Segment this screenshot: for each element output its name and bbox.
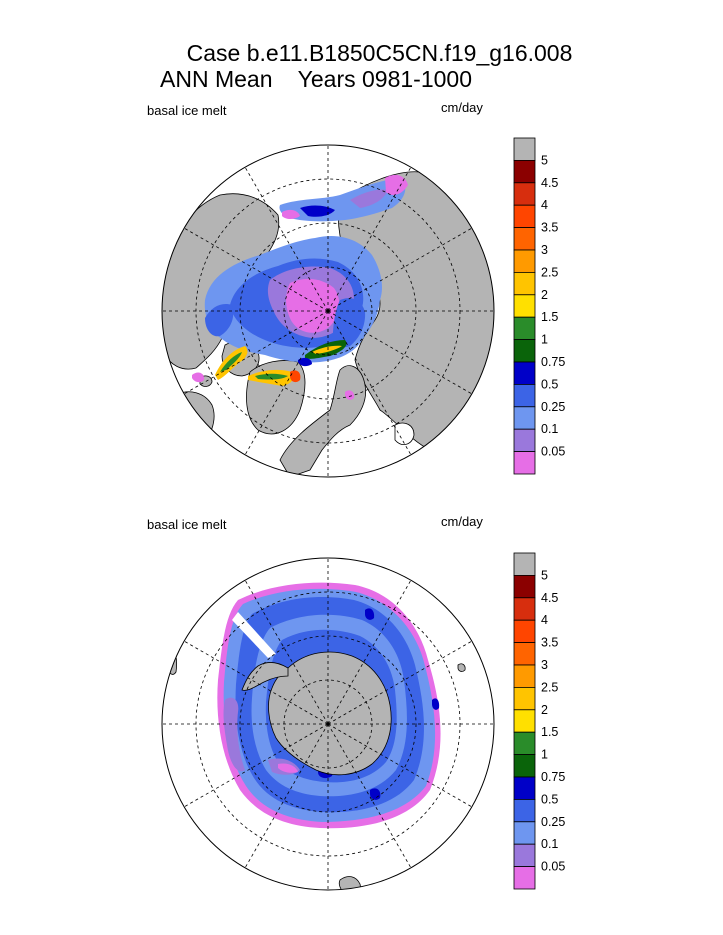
north-polar-map: [161, 144, 495, 478]
north-units-label: cm/day: [441, 100, 483, 115]
north-colorbar-swatch: [513, 428, 536, 453]
south-colorbar-swatch: [513, 642, 536, 666]
south-colorbar-swatch: [513, 776, 536, 800]
south-colorbar: 5 4.5 4 3.5 3 2.5 2 1.5 1 0.75 0.5 0.25 0.1 0.05: [513, 552, 565, 890]
south-colorbar-swatch: [513, 552, 536, 576]
south-colorbar-swatch: [513, 597, 536, 621]
north-colorbar-swatch: [513, 137, 536, 161]
south-colorbar-swatch: [513, 575, 536, 599]
south-colorbar-label: 3.5: [541, 636, 558, 650]
north-variable-label: basal ice melt: [147, 103, 227, 118]
north-colorbar-label: 3: [541, 243, 548, 257]
south-colorbar-swatch: [513, 709, 536, 733]
north-colorbar-label: 1: [541, 333, 548, 347]
north-colorbar-label: 0.75: [541, 355, 565, 369]
south-colorbar-swatch: [513, 664, 536, 688]
south-colorbar-label: 2: [541, 703, 548, 717]
south-colorbar-swatch: [513, 799, 536, 823]
north-colorbar-swatch: [513, 271, 536, 296]
north-colorbar-label: 2: [541, 288, 548, 302]
north-colorbar-swatch: [513, 204, 536, 228]
south-colorbar-swatch: [513, 754, 536, 778]
north-colorbar-swatch: [513, 339, 536, 363]
north-colorbar-label: 0.05: [541, 445, 565, 459]
south-colorbar-label: 3: [541, 658, 548, 672]
north-colorbar-swatch: [513, 227, 536, 251]
north-colorbar-swatch: [513, 159, 536, 184]
south-colorbar-label: 0.25: [541, 815, 565, 829]
south-polar-map: [161, 557, 495, 891]
south-colorbar-label: 2.5: [541, 680, 558, 694]
south-colorbar-label: 0.05: [541, 860, 565, 874]
north-colorbar-swatch: [513, 294, 536, 318]
south-colorbar-swatch: [513, 843, 536, 868]
south-graticule: [162, 558, 494, 890]
north-colorbar-label: 4: [541, 198, 548, 212]
north-graticule: [162, 145, 494, 477]
south-colorbar-swatch: [513, 619, 536, 644]
south-units-label: cm/day: [441, 514, 483, 529]
south-colorbar-swatch: [513, 821, 536, 845]
north-colorbar-swatch: [513, 249, 536, 273]
south-colorbar-label: 0.75: [541, 770, 565, 784]
north-colorbar-swatch: [513, 451, 536, 475]
south-colorbar-label: 4: [541, 613, 548, 627]
south-colorbar-label: 1.5: [541, 725, 558, 739]
south-colorbar-swatch: [513, 687, 536, 711]
south-colorbar-label: 0.1: [541, 837, 558, 851]
north-colorbar-label: 3.5: [541, 221, 558, 235]
north-colorbar-swatch: [513, 316, 536, 341]
figure-title-line2: ANN Mean Years 0981-1000: [160, 66, 472, 92]
north-colorbar-label: 2.5: [541, 265, 558, 279]
south-variable-label: basal ice melt: [147, 517, 227, 532]
north-colorbar-swatch: [513, 182, 536, 206]
north-colorbar-label: 0.1: [541, 422, 558, 436]
north-colorbar: 5 4.5 4 3.5 3 2.5 2 1.5 1 0.75 0.5 0.25 0.1 0.05: [513, 137, 565, 475]
south-colorbar-swatch: [513, 866, 536, 890]
north-colorbar-label: 5: [541, 153, 548, 167]
north-colorbar-label: 0.5: [541, 377, 558, 391]
figure-title-line1: Case b.e11.B1850C5CN.f19_g16.008: [186, 40, 573, 66]
south-colorbar-label: 4.5: [541, 591, 558, 605]
south-colorbar-label: 0.5: [541, 792, 558, 806]
south-colorbar-swatch: [513, 731, 536, 756]
north-colorbar-swatch: [513, 383, 536, 408]
north-ice-field: [192, 174, 408, 400]
south-colorbar-label: 1: [541, 748, 548, 762]
south-colorbar-label: 5: [541, 568, 548, 582]
north-colorbar-label: 4.5: [541, 176, 558, 190]
north-colorbar-swatch: [513, 406, 536, 430]
north-colorbar-swatch: [513, 361, 536, 385]
north-colorbar-label: 0.25: [541, 400, 565, 414]
north-colorbar-label: 1.5: [541, 310, 558, 324]
